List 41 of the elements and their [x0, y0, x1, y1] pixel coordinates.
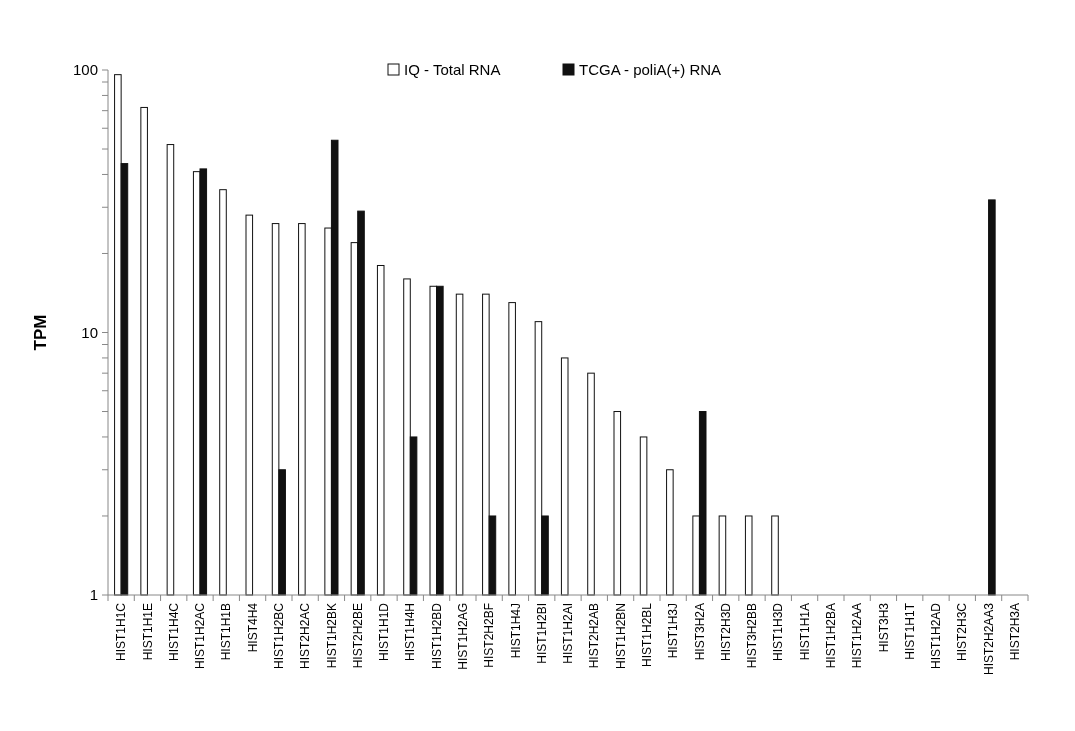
y-axis-title: TPM — [31, 314, 50, 351]
x-tick-label: HIST1H4C — [166, 602, 181, 662]
x-tick-label: HIST1H2AA — [850, 603, 865, 669]
x-tick-label: HIST1H2BN — [613, 603, 628, 670]
y-tick-label: 10 — [81, 323, 98, 341]
legend-label: IQ - Total RNA — [404, 61, 501, 79]
x-tick-label: HIST2H3C — [955, 602, 970, 662]
x-tick-label: HIST1H4J — [508, 603, 523, 659]
x-tick-label: HIST1H2AG — [456, 603, 471, 670]
x-tick-label: HIST3H3 — [876, 602, 891, 653]
x-tick-label: HIST1H2AC — [193, 602, 208, 670]
x-tick-label: HIST1H1D — [377, 602, 392, 662]
x-tick-label: HIST1H1A — [797, 603, 812, 661]
x-tick-label: HIST2H2BE — [350, 603, 365, 669]
x-tick-label: HIST1H1T — [902, 602, 917, 660]
x-tick-label: HIST1H1E — [140, 603, 155, 661]
x-tick-label: HIST1H2BL — [640, 602, 655, 668]
x-tick-label: HIST3H2BB — [745, 603, 760, 669]
x-tick-label: HIST1H2BI — [534, 603, 549, 664]
x-tick-label: HIST1H2AD — [929, 602, 944, 670]
x-tick-label: HIST2H3A — [1008, 603, 1023, 661]
x-tick-label: HIST3H2A — [692, 603, 707, 661]
x-tick-label: HIST1H3J — [666, 603, 681, 659]
y-tick-label: 1 — [89, 586, 98, 604]
x-tick-label: HIST2H2AB — [587, 603, 602, 669]
x-tick-label: HIST1H1B — [219, 603, 234, 661]
x-tick-label: HIST4H4 — [245, 602, 260, 653]
x-tick-label: HIST1H1C — [114, 602, 129, 662]
x-tick-label: HIST2H3D — [718, 602, 733, 662]
x-tick-label: HIST1H4H — [403, 603, 418, 662]
x-tick-label: HIST1H3D — [771, 602, 786, 662]
x-tick-label: HIST2H2AC — [298, 602, 313, 670]
x-tick-label: HIST1H2AI — [561, 603, 576, 664]
legend-label: TCGA - poliA(+) RNA — [579, 61, 722, 79]
x-tick-label: HIST2H2BF — [482, 603, 497, 668]
x-tick-label: HIST1H2BA — [824, 603, 839, 669]
x-tick-label: HIST1H2BD — [429, 602, 444, 670]
x-tick-label: HIST1H2BK — [324, 603, 339, 669]
x-tick-label: HIST2H2AA3 — [981, 602, 996, 676]
x-tick-label: HIST1H2BC — [272, 602, 287, 670]
y-tick-label: 100 — [72, 61, 98, 79]
